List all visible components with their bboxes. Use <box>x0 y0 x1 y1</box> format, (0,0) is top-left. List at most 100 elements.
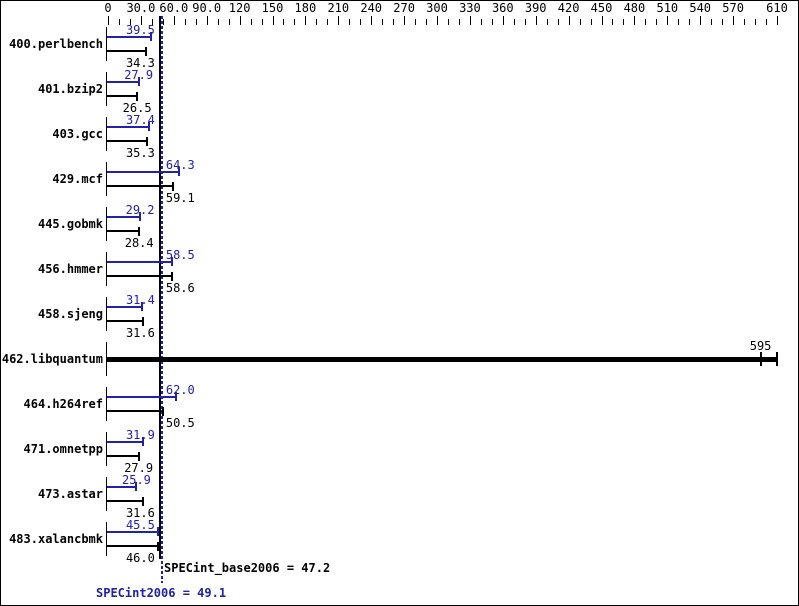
axis-tick-label: 180 <box>294 1 317 15</box>
benchmark-label: 458.sjeng <box>37 307 103 321</box>
peak-value-label: 27.9 <box>124 68 154 82</box>
row-baseline <box>106 432 107 466</box>
axis-tick-label: 360 <box>491 1 514 15</box>
benchmark-label: 471.omnetpp <box>23 442 103 456</box>
axis-tick-label: 540 <box>689 1 712 15</box>
benchmark-label: 483.xalancbmk <box>9 532 103 546</box>
axis-tick-label: 0 <box>104 1 112 15</box>
base-bar-cap <box>141 317 144 326</box>
axis-tick-label: 150 <box>261 1 284 15</box>
axis-tick-label: 390 <box>524 1 547 15</box>
axis-minor-tick <box>766 19 768 25</box>
axis-minor-tick <box>656 19 658 25</box>
benchmark-label: 403.gcc <box>52 127 103 141</box>
peak-mean-line <box>160 16 163 583</box>
benchmark-label: 401.bzip2 <box>37 82 103 96</box>
peak-bar <box>107 216 141 218</box>
axis-major-tick <box>601 16 603 25</box>
axis-major-tick <box>239 16 241 25</box>
axis-major-tick <box>733 16 735 25</box>
row-baseline <box>106 522 107 556</box>
axis-major-tick <box>173 16 175 25</box>
axis-tick-label: 570 <box>722 1 744 15</box>
axis-major-tick <box>404 16 406 25</box>
base-bar-cap <box>145 137 148 146</box>
base-bar <box>107 410 164 412</box>
specint-base2006-summary: SPECint_base2006 = 47.2 <box>164 561 331 575</box>
axis-major-tick <box>535 16 537 25</box>
base-bar-cap <box>136 92 139 101</box>
axis-tick-label: 60.0 <box>159 1 189 15</box>
axis-minor-tick <box>349 19 351 25</box>
axis-minor-tick <box>612 19 614 25</box>
peak-bar-cap <box>156 527 159 536</box>
axis-major-tick <box>700 16 702 25</box>
bar-merged <box>107 357 777 362</box>
axis-minor-tick <box>393 19 395 25</box>
base-bar <box>107 95 138 97</box>
peak-bar <box>107 126 150 128</box>
row-baseline <box>106 477 107 511</box>
axis-minor-tick <box>184 19 186 25</box>
base-bar-cap <box>137 452 140 461</box>
axis-major-tick <box>338 16 340 25</box>
axis-tick-label: 330 <box>459 1 481 15</box>
base-bar <box>107 185 173 187</box>
peak-bar <box>107 261 173 263</box>
base-value-label: 27.9 <box>124 461 154 475</box>
specint2006-summary: SPECint2006 = 49.1 <box>96 586 227 600</box>
peak-value-label: 39.5 <box>125 23 155 37</box>
axis-tick-label: 510 <box>656 1 679 15</box>
base-value-label: 58.6 <box>165 281 195 295</box>
axis-minor-tick <box>579 19 581 25</box>
peak-value-label: 62.0 <box>165 383 195 397</box>
base-bar-cap <box>157 542 160 551</box>
axis-major-tick <box>371 16 373 25</box>
peak-value-label: 29.2 <box>125 203 155 217</box>
base-bar <box>107 140 147 142</box>
axis-minor-tick <box>426 19 428 25</box>
base-bar-cap <box>141 497 144 506</box>
axis-minor-tick <box>261 19 263 25</box>
axis-major-tick <box>305 16 307 25</box>
base-bar-cap <box>138 227 141 236</box>
row-baseline <box>106 162 107 196</box>
peak-bar-cap <box>139 212 142 221</box>
base-bar-cap <box>144 47 147 56</box>
axis-minor-tick <box>744 19 746 25</box>
axis-minor-tick <box>513 19 515 25</box>
row-baseline <box>106 252 107 286</box>
axis-tick-label: 420 <box>557 1 580 15</box>
row-baseline <box>106 207 107 241</box>
axis-minor-tick <box>524 19 526 25</box>
bar-merged-cap <box>759 352 762 366</box>
peak-bar <box>107 171 179 173</box>
base-value-label: 35.3 <box>125 146 155 160</box>
axis-minor-tick <box>294 19 296 25</box>
axis-minor-tick <box>447 19 449 25</box>
bar-merged-cap <box>775 352 778 366</box>
axis-minor-tick <box>755 19 757 25</box>
peak-value-label: 37.4 <box>125 113 155 127</box>
axis-major-tick <box>437 16 438 25</box>
axis-minor-tick <box>557 19 559 25</box>
axis-tick-label: 480 <box>623 1 646 15</box>
peak-bar-cap <box>177 167 180 176</box>
axis-tick-label: 30.0 <box>126 1 156 15</box>
base-bar <box>107 500 143 502</box>
axis-minor-tick <box>645 19 647 25</box>
base-value-label: 59.1 <box>165 191 195 205</box>
axis-minor-tick <box>195 19 197 25</box>
axis-tick-label: 120 <box>228 1 251 15</box>
peak-value-label: 31.9 <box>125 428 155 442</box>
axis-minor-tick <box>415 19 417 25</box>
axis-minor-tick <box>250 19 252 25</box>
benchmark-label: 456.hmmer <box>37 262 103 276</box>
axis-tick-label: 240 <box>360 1 383 15</box>
axis-tick-label: 300 <box>426 1 448 15</box>
base-bar <box>107 275 173 277</box>
axis-minor-tick <box>162 19 164 25</box>
base-bar-cap <box>171 182 174 191</box>
